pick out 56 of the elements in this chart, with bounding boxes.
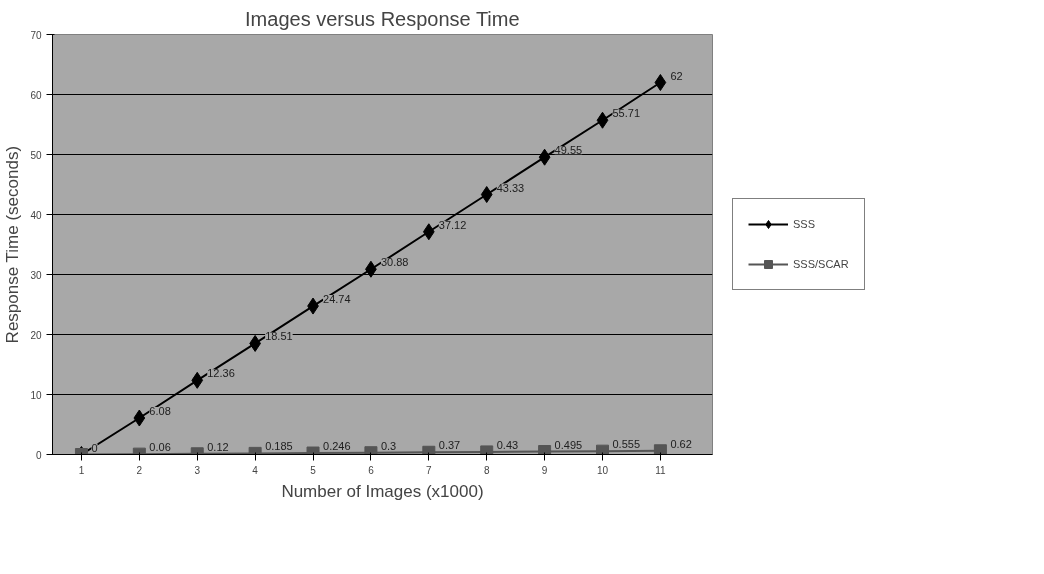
data-label: 49.55 [554,144,583,157]
data-label: 12.36 [207,367,235,380]
x-tick-label: 4 [252,464,259,476]
y-tick-label: 0 [35,449,42,461]
x-tick-label: 11 [655,464,667,476]
data-label: 0 [91,441,98,454]
data-label: 62 [670,69,683,82]
data-label: 30.88 [380,256,409,269]
x-axis-title: Number of Images (x1000) [281,481,484,501]
x-tick-label: 9 [541,464,548,476]
chart-title: Images versus Response Time [245,7,520,30]
x-tick-label: 10 [596,464,609,476]
y-tick-label: 70 [30,29,42,41]
point [538,148,551,166]
data-label: 0.62 [670,437,692,450]
y-tick-label: 60 [30,89,42,101]
point [133,409,146,427]
point [422,223,435,241]
x-tick-label: 5 [310,464,317,476]
data-label: 0.246 [323,440,351,453]
data-label: 0.37 [438,439,461,452]
point [653,444,667,455]
x-tick-label: 7 [426,464,433,476]
y-tick-label: 30 [30,269,42,281]
data-label: 24.74 [323,293,351,306]
x-tick-label: 1 [78,464,85,476]
legend-label: SSS [793,218,816,230]
data-label: 0.3 [380,439,397,452]
data-label: 6.08 [149,405,171,418]
point [480,445,494,455]
y-tick-label: 50 [30,149,42,161]
x-tick-label: 3 [194,464,201,476]
data-label: 37.12 [438,218,467,231]
y-axis-title: Response Time (seconds) [3,145,23,344]
data-label: 0.495 [554,438,583,451]
data-label: 55.71 [612,107,641,120]
x-tick-label: 6 [368,464,375,476]
y-tick-label: 20 [30,329,42,341]
data-label: 0.555 [612,438,641,451]
data-label: 0.06 [149,441,171,454]
point [596,111,609,129]
data-label: 18.51 [265,330,293,343]
legend-label: SSS/SCAR [793,258,849,270]
y-tick-label: 10 [30,389,42,401]
data-label: 0.43 [496,438,519,451]
point [538,445,552,455]
x-tick-label: 2 [136,464,143,476]
y-tick-label: 40 [30,209,42,221]
x-tick-label: 8 [483,464,490,476]
point [654,74,667,91]
point [480,186,493,204]
point [191,371,204,389]
data-label: 0.12 [207,440,229,453]
data-label: 43.33 [496,181,525,194]
point [596,444,609,455]
data-label: 0.185 [265,440,293,453]
